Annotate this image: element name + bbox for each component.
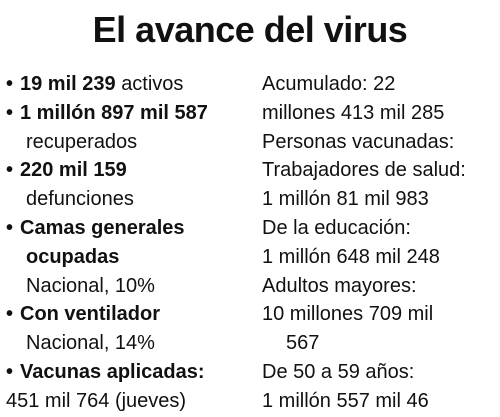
general-beds-label-continued: ocupadas [26, 245, 120, 268]
vaccinated-people-heading: Personas vacunadas: [262, 130, 455, 153]
ventilator-line: • Con ventilador [6, 300, 262, 329]
bullet-point: • [6, 360, 14, 383]
older-adults-value: 10 millones 709 mil [262, 303, 434, 326]
infographic-title: El avance del virus [92, 9, 408, 50]
ventilator-value: Nacional, 14% [26, 332, 155, 355]
recovered-value: 1 millón 897 mil 587 [20, 101, 208, 124]
bullet-point: • [6, 216, 14, 239]
vaccines-label: Vacunas aplicadas: [20, 360, 205, 383]
right-stats-column: Acumulado: 22 millones 413 mil 285 Perso… [262, 70, 498, 416]
cumulative-vaccinated-line: Acumulado: 22 [262, 73, 396, 95]
general-beds-value: Nacional, 10% [26, 274, 155, 297]
older-adults-label: Adultos mayores: [262, 274, 417, 297]
bullet-point: • [6, 303, 14, 326]
bullet-point: • [6, 101, 14, 124]
vaccines-line: • Vacunas aplicadas: [6, 358, 262, 387]
bullet-point: • [6, 159, 14, 182]
active-cases-line: • 19 mil 239 activos [6, 70, 262, 99]
general-beds-label: Camas generales [20, 216, 185, 239]
cumulative-vaccinated-value: millones 413 mil 285 [262, 101, 445, 124]
education-label: De la educación: [262, 216, 411, 239]
education-value: 1 millón 648 mil 248 [262, 245, 440, 268]
older-adults-value-continued: 567 [286, 332, 320, 355]
age-50-59-label: De 50 a 59 años: [262, 360, 415, 383]
recovered-line: • 1 millón 897 mil 587 [6, 99, 262, 128]
health-workers-value: 1 millón 81 mil 983 [262, 188, 429, 211]
bullet-point: • [6, 73, 14, 95]
age-50-59-value: 1 millón 557 mil 46 [262, 389, 429, 412]
ventilator-label: Con ventilador [20, 303, 161, 326]
left-stats-column: • 19 mil 239 activos • 1 millón 897 mil 58… [6, 70, 262, 416]
health-workers-label: Trabajadores de salud: [262, 159, 466, 182]
active-cases-value: 19 mil 239 [20, 73, 116, 95]
active-cases-label: activos [121, 73, 184, 95]
vaccines-value: 451 mil 764 (jueves) [6, 389, 187, 412]
deaths-value: 220 mil 159 [20, 159, 127, 182]
deaths-line: • 220 mil 159 [6, 156, 262, 185]
recovered-label: recuperados [26, 130, 138, 153]
deaths-label: defunciones [26, 188, 134, 211]
general-beds-line: • Camas generales [6, 214, 262, 243]
